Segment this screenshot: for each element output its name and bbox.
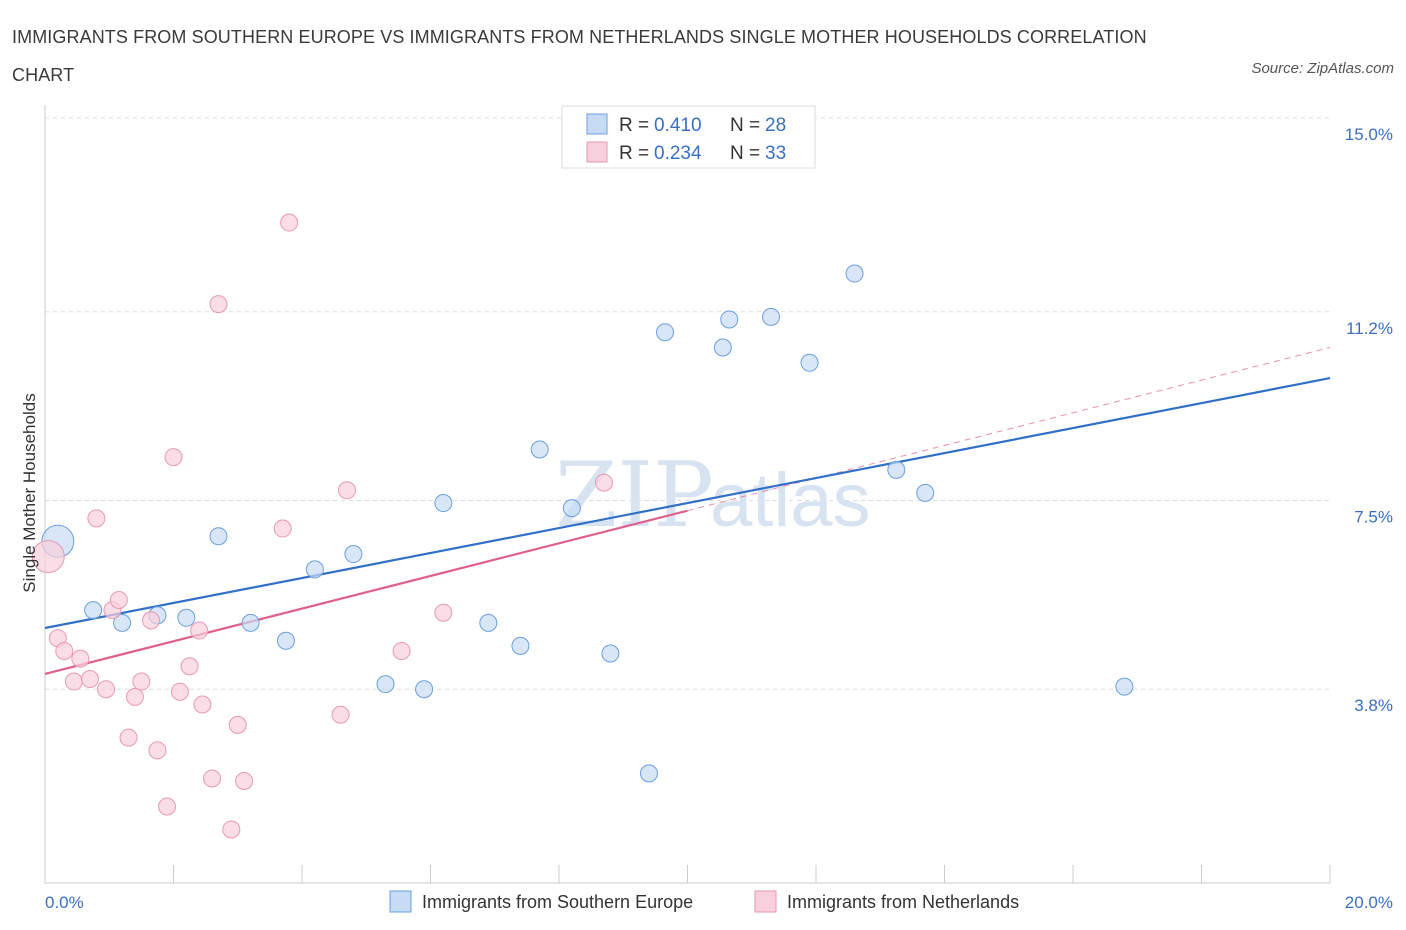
trend-line-0	[44, 377, 1331, 630]
point-s0-14	[511, 636, 530, 655]
point-s1-4	[71, 649, 90, 668]
point-s1-30	[392, 641, 411, 660]
watermark-atlas: atlas	[710, 458, 871, 543]
chart-title: IMMIGRANTS FROM SOUTHERN EUROPE VS IMMIG…	[12, 27, 1147, 85]
point-s0-18	[639, 764, 658, 783]
point-s0-16	[562, 499, 581, 518]
stats-legend: R = 0.410 N = 28 R = 0.234 N = 33	[561, 105, 816, 169]
point-s1-18	[180, 657, 199, 676]
point-s1-31	[434, 603, 453, 622]
point-s0-5	[209, 527, 228, 546]
point-s0-26	[916, 483, 935, 502]
point-s0-1	[84, 601, 103, 620]
trend-line-1	[44, 509, 688, 675]
y-tick-label-2: 11.2%	[1346, 319, 1393, 338]
point-s0-4	[177, 608, 196, 627]
legend-swatch-netherlands	[586, 141, 608, 163]
point-s0-15	[530, 440, 549, 459]
point-s1-0	[31, 540, 65, 574]
point-s1-2	[55, 641, 74, 660]
point-s0-9	[344, 545, 363, 564]
bottom-legend-swatch-netherlands	[754, 890, 777, 913]
x-tick-label-0: 0.0%	[45, 893, 84, 912]
legend-n-value-1: 28	[765, 115, 786, 136]
point-s1-27	[280, 213, 299, 232]
point-s1-9	[109, 590, 128, 609]
point-s1-13	[142, 611, 161, 630]
axes	[44, 105, 1331, 884]
series-legend: Immigrants from Southern Europe Immigran…	[389, 890, 1019, 913]
y-tick-label-3: 15.0%	[1345, 125, 1393, 144]
point-s1-21	[203, 769, 222, 788]
legend-r-value-2: 0.234	[654, 143, 702, 164]
x-tick-labels: 0.0% 20.0%	[45, 893, 1393, 912]
point-s0-19	[656, 323, 675, 342]
point-s0-23	[800, 353, 819, 372]
point-s1-23	[222, 820, 241, 839]
bottom-legend-label-southern-europe: Immigrants from Southern Europe	[422, 892, 693, 912]
point-s1-26	[273, 519, 292, 538]
source-label: Source: ZipAtlas.com	[1251, 60, 1394, 77]
point-s1-28	[331, 705, 350, 724]
legend-r-value-1: 0.410	[654, 115, 702, 136]
point-s1-15	[158, 797, 177, 816]
point-s1-29	[337, 481, 356, 500]
point-s0-7	[276, 631, 295, 650]
legend-n-label-1: N =	[730, 115, 760, 136]
point-s1-5	[80, 670, 99, 688]
point-s1-24	[228, 715, 247, 734]
point-s0-27	[1115, 677, 1134, 696]
y-tick-label-1: 7.5%	[1354, 508, 1393, 527]
point-s0-6	[241, 613, 260, 632]
watermark-zip: ZIP	[555, 443, 714, 548]
point-s1-11	[125, 687, 144, 706]
y-axis-title: Single Mother Households	[20, 393, 39, 592]
point-s1-32	[594, 473, 613, 492]
point-s0-24	[845, 264, 864, 283]
point-s0-8	[305, 560, 324, 579]
y-tick-label-0: 3.8%	[1354, 696, 1393, 715]
point-s0-20	[713, 338, 732, 357]
point-s0-25	[887, 460, 906, 479]
legend-n-label-2: N =	[730, 143, 760, 164]
point-s0-12	[434, 494, 453, 513]
point-s0-17	[601, 644, 620, 663]
bottom-legend-swatch-southern-europe	[389, 890, 412, 913]
point-s1-14	[148, 741, 167, 760]
point-s1-7	[97, 680, 116, 699]
point-s1-25	[235, 772, 254, 790]
point-s1-20	[193, 695, 212, 714]
point-s1-16	[164, 448, 183, 467]
legend-r-label-2: R =	[619, 143, 649, 164]
point-s0-22	[762, 307, 781, 326]
legend-n-value-2: 33	[765, 143, 786, 164]
data-points	[31, 213, 1134, 839]
legend-swatch-southern-europe	[586, 113, 608, 135]
point-s0-11	[415, 680, 434, 699]
point-s1-3	[64, 672, 83, 691]
point-s1-22	[209, 295, 228, 314]
bottom-legend-label-netherlands: Immigrants from Netherlands	[787, 892, 1019, 912]
point-s1-12	[132, 672, 151, 691]
point-s1-17	[170, 682, 189, 701]
point-s0-13	[479, 613, 498, 632]
legend-r-label-1: R =	[619, 115, 649, 136]
trend-lines	[44, 347, 1331, 675]
point-s0-2	[113, 613, 132, 632]
trend-line-ext-1	[687, 347, 1331, 512]
y-tick-labels: 3.8% 7.5% 11.2% 15.0%	[1345, 125, 1393, 715]
watermark: ZIP atlas	[555, 443, 871, 548]
point-s1-19	[190, 621, 209, 640]
point-s0-10	[376, 675, 395, 694]
grid-lines	[45, 117, 1330, 690]
point-s1-6	[87, 509, 106, 528]
point-s0-21	[720, 310, 739, 329]
point-s1-10	[119, 728, 138, 747]
x-tick-label-1: 20.0%	[1345, 893, 1393, 912]
